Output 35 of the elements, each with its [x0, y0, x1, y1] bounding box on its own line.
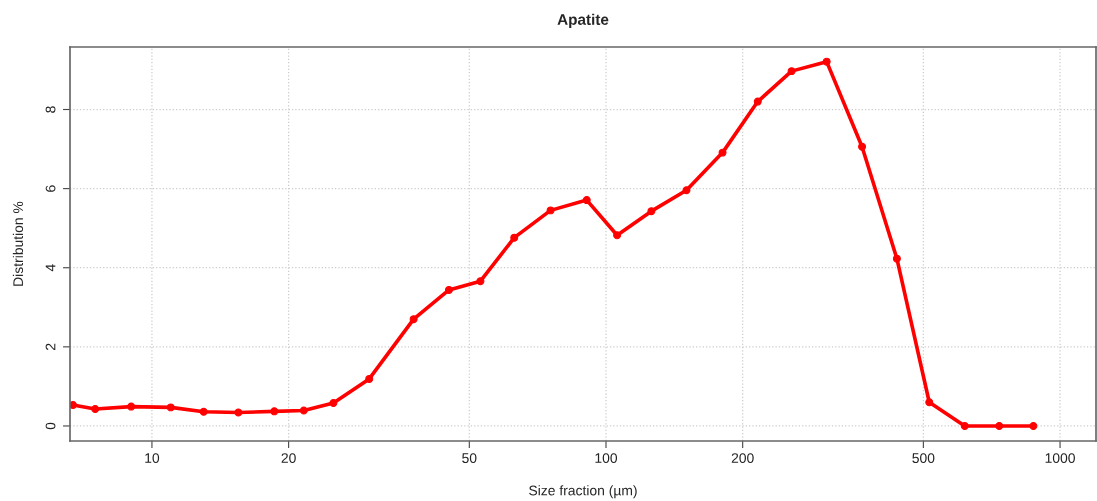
- x-axis-title: Size fraction (µm): [529, 485, 637, 499]
- x-tick-label: 100: [595, 453, 618, 464]
- point: [753, 97, 762, 106]
- point: [822, 57, 831, 66]
- point: [718, 148, 727, 157]
- point: [613, 231, 622, 240]
- point: [682, 186, 691, 195]
- x-tick-label: 50: [462, 453, 477, 464]
- point: [234, 408, 243, 417]
- point: [166, 403, 175, 412]
- point: [925, 398, 934, 407]
- x-tick-label: 500: [912, 453, 935, 464]
- point: [858, 142, 867, 151]
- y-tick-label: 4: [45, 264, 56, 272]
- point: [960, 421, 969, 430]
- x-tick-label: 200: [731, 453, 754, 464]
- point: [199, 407, 208, 416]
- x-tick-label: 1000: [1045, 453, 1075, 464]
- y-tick-label: 2: [45, 343, 56, 351]
- x-tick-label: 20: [281, 453, 296, 464]
- point: [995, 421, 1004, 430]
- y-tick-label: 6: [45, 185, 56, 192]
- x-tick-label: 10: [145, 453, 160, 464]
- point: [892, 254, 901, 263]
- chart-title: Apatite: [557, 13, 609, 28]
- y-tick-label: 8: [45, 106, 56, 113]
- y-tick-label: 0: [45, 422, 56, 430]
- point: [1029, 421, 1038, 430]
- point: [647, 207, 656, 216]
- y-axis-title: Distribution %: [12, 201, 24, 286]
- point: [510, 233, 519, 242]
- point: [270, 407, 279, 416]
- point: [546, 206, 555, 215]
- point: [787, 67, 796, 76]
- point: [476, 277, 485, 286]
